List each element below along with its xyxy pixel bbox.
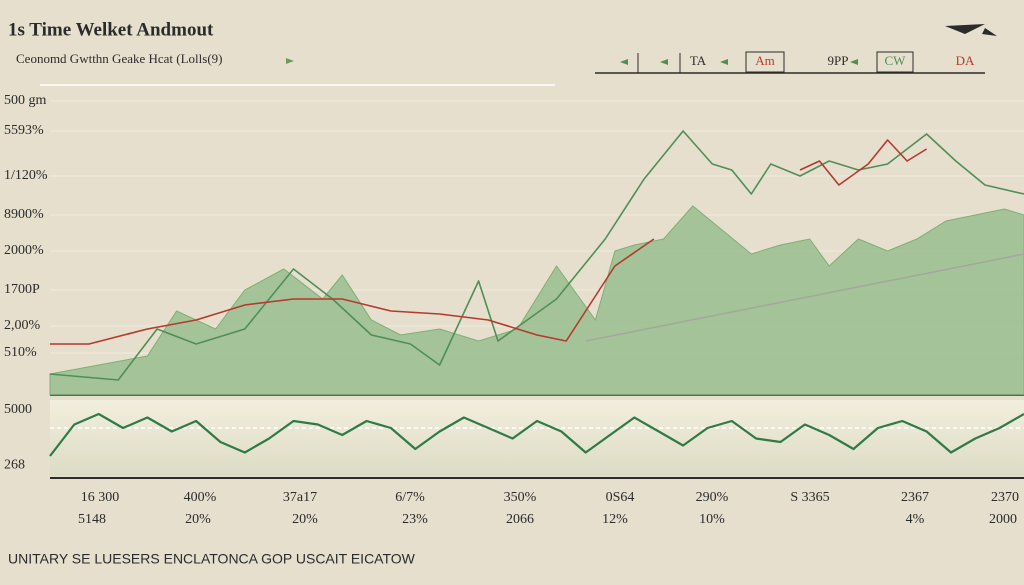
toolbar-button-label[interactable]: DA: [956, 53, 975, 68]
x-tick-label: 10%: [699, 512, 725, 527]
toolbar-button-label[interactable]: TA: [690, 53, 707, 68]
logo-icon: [945, 24, 997, 36]
y-tick-label: 2000%: [4, 243, 44, 258]
toolbar-button-label[interactable]: 9PP: [828, 53, 849, 68]
x-tick-label: 2370: [991, 490, 1019, 505]
arrow-icon: [286, 58, 294, 64]
lower-panel-bg: [50, 400, 1024, 476]
y-tick-label: 500 gm: [4, 93, 47, 108]
x-tick-label: 290%: [696, 490, 729, 505]
chart-subtitle: Ceonomd Gwtthn Geake Hcat (Lolls(9): [16, 51, 223, 66]
line: [799, 139, 928, 186]
x-tick-label: 20%: [292, 512, 318, 527]
y-tick-label: 510%: [4, 345, 37, 360]
x-tick-label: S 3365: [790, 490, 829, 505]
chart-title: 1s Time Welket Andmout: [8, 19, 214, 40]
toolbar-button[interactable]: [876, 51, 914, 73]
line: [50, 238, 655, 345]
y-tick-label: 5000: [4, 402, 32, 417]
x-tick-label: 2367: [901, 490, 929, 505]
x-tick-label: 0S64: [606, 490, 635, 505]
y-tick-label: 5593%: [4, 123, 44, 138]
x-tick-label: 5148: [78, 512, 106, 527]
line: [49, 412, 1024, 457]
footer: UNITARY SE LUESERS ENCLATONCA GOP USCAIT…: [8, 551, 416, 567]
y-tick-label: 1/120%: [4, 168, 48, 183]
toolbar-icons: [620, 59, 858, 65]
x-tick-label: 12%: [602, 512, 628, 527]
x-tick-label: 400%: [184, 490, 217, 505]
y-tick-label: 2,00%: [4, 318, 41, 333]
line: [49, 130, 1024, 381]
x-tick-label: 2066: [506, 512, 534, 527]
line: [585, 253, 1024, 342]
toolbar-button-label[interactable]: CW: [885, 53, 907, 68]
toolbar: TA Am 9PP CW DA: [595, 51, 985, 74]
y-tick-label: 268: [4, 457, 25, 472]
toolbar-button[interactable]: [745, 51, 785, 73]
y-tick-label: 1700P: [4, 282, 40, 297]
x-tick-label: 16 300: [81, 490, 120, 505]
y-tick-label: 8900%: [4, 207, 44, 222]
x-tick-label: 350%: [504, 490, 537, 505]
x-tick-label: 37a17: [283, 490, 317, 505]
x-tick-label: 4%: [906, 512, 925, 527]
x-tick-label: 23%: [402, 512, 428, 527]
x-tick-label: 6/7%: [395, 490, 425, 505]
toolbar-button-label[interactable]: Am: [755, 53, 775, 68]
x-tick-label: 2000: [989, 512, 1017, 527]
area: [49, 205, 1024, 396]
x-tick-label: 20%: [185, 512, 211, 527]
